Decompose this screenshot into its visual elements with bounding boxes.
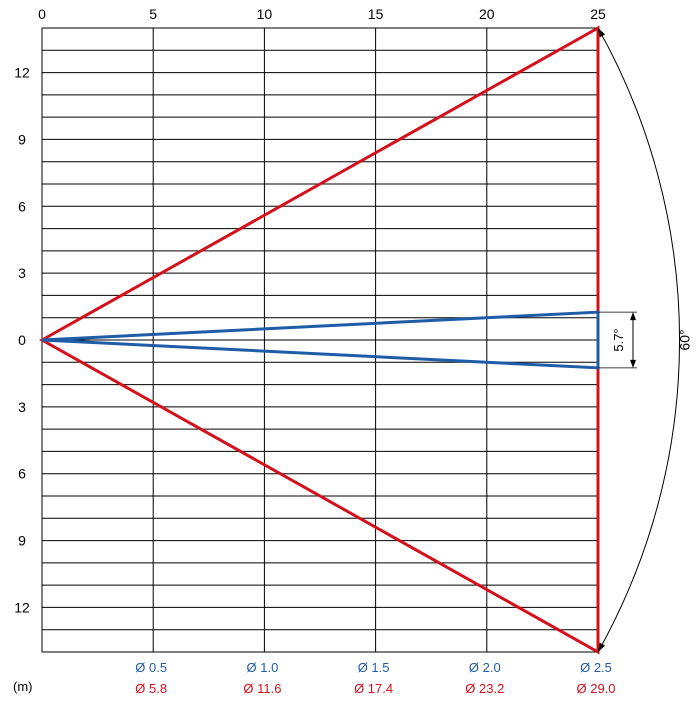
blue-angle-label: 5.7° [611, 328, 626, 351]
left-axis-tick-label: 9 [18, 533, 26, 549]
top-axis-tick-label: 15 [368, 6, 384, 22]
blue-diameter-label: Ø 2.0 [469, 660, 501, 675]
red-diameter-label: Ø 11.6 [243, 681, 281, 696]
blue-beam-cone [41, 310, 600, 370]
grid [41, 27, 599, 653]
red-diameter-label: Ø 23.2 [465, 681, 504, 696]
left-axis-tick-label: 3 [18, 265, 26, 281]
red-angle-arrow-bottom [598, 642, 606, 652]
blue-diameter-label: Ø 1.5 [358, 660, 390, 675]
left-axis-tick-label: 6 [18, 466, 26, 482]
left-axis-tick-label: 0 [18, 332, 26, 348]
top-axis-tick-label: 10 [257, 6, 273, 22]
angle-annotations: 5.7° 60° [597, 27, 693, 653]
left-axis-tick-label: 12 [14, 65, 30, 81]
axis-labels: 0 5 10 15 20 25 12 9 6 3 0 3 6 9 12 Ø 0.5 Ø 5.8 Ø 1.0 Ø 11… [14, 6, 615, 696]
red-diameter-label: Ø 17.4 [354, 681, 393, 696]
beams [38, 25, 600, 655]
blue-angle-arrow-top [630, 312, 636, 321]
left-axis-tick-label: 9 [18, 131, 26, 147]
top-axis-tick-label: 5 [149, 6, 157, 22]
blue-diameter-label: Ø 2.5 [580, 660, 612, 675]
red-diameter-label: Ø 5.8 [135, 681, 167, 696]
top-axis-tick-label: 0 [38, 6, 46, 22]
top-axis-tick-label: 20 [479, 6, 495, 22]
top-axis-tick-label: 25 [590, 6, 606, 22]
blue-angle-arrow-bottom [630, 359, 636, 368]
red-angle-label: 60° [677, 329, 693, 350]
left-axis-tick-label: 12 [14, 599, 30, 615]
blue-diameter-label: Ø 1.0 [247, 660, 279, 675]
left-axis-tick-label: 3 [18, 399, 26, 415]
red-angle-arc [597, 27, 680, 653]
blue-diameter-label: Ø 0.5 [135, 660, 167, 675]
unit-label: (m) [13, 679, 33, 694]
left-axis-tick-label: 6 [18, 198, 26, 214]
red-angle-arrow-top [598, 28, 606, 38]
red-diameter-label: Ø 29.0 [576, 681, 615, 696]
